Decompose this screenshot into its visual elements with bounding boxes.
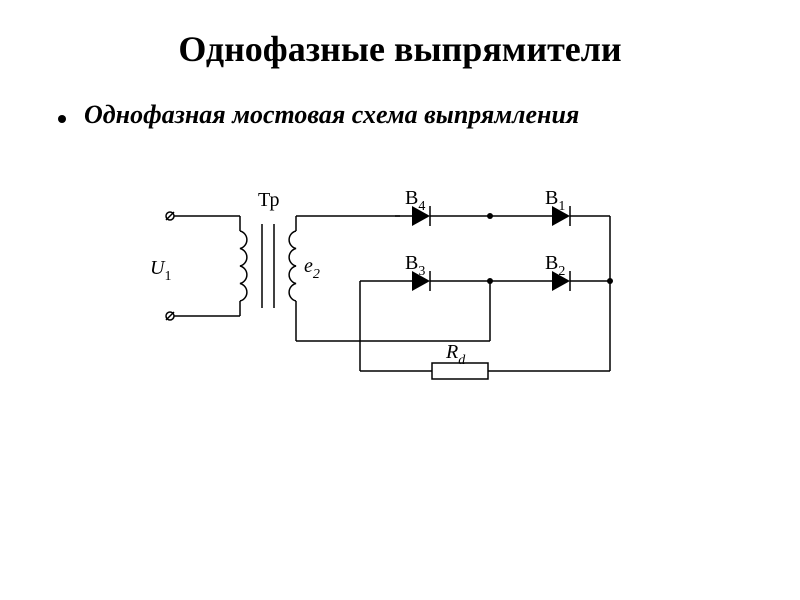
circuit-diagram: U1 Тр e2 В4 В1 <box>0 130 800 416</box>
input-terminal-bottom <box>166 312 174 320</box>
load-label: Rd <box>445 341 466 368</box>
secondary-emf-label: e2 <box>304 255 320 282</box>
schematic-svg: U1 Тр e2 В4 В1 <box>150 156 670 416</box>
node-dot <box>487 213 493 219</box>
node-dot <box>487 278 493 284</box>
primary-coil <box>240 231 247 301</box>
transformer-label: Тр <box>258 189 279 211</box>
bullet-icon <box>58 115 66 123</box>
page-title: Однофазные выпрямители <box>0 0 800 70</box>
title-text: Однофазные выпрямители <box>178 29 621 69</box>
input-terminal-top <box>166 212 174 220</box>
subtitle-text: Однофазная мостовая схема выпрямления <box>84 100 579 129</box>
secondary-coil <box>289 231 296 301</box>
input-label: U1 <box>150 257 171 284</box>
